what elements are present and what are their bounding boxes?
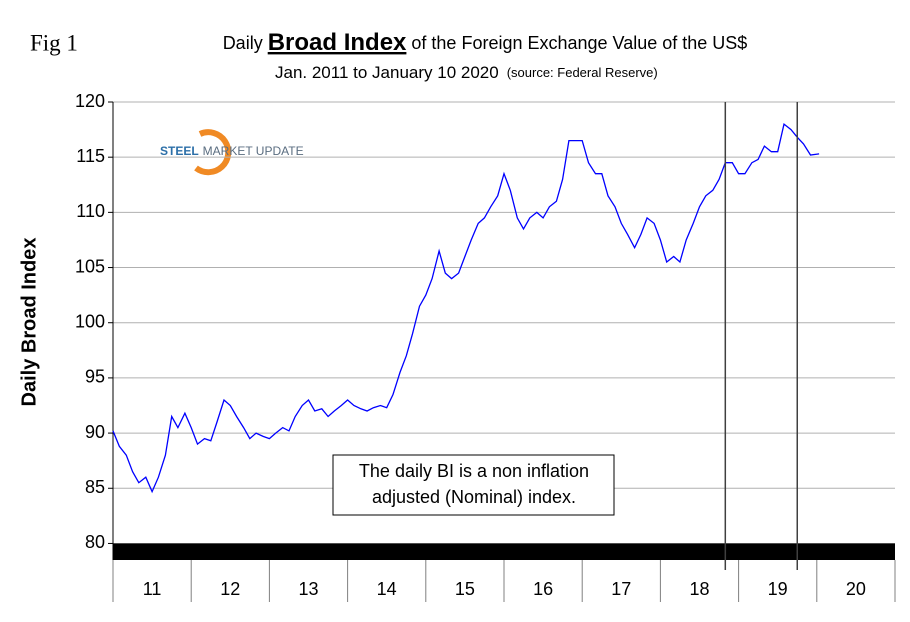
logo-word: STEEL [160,144,199,158]
y-tick-label: 85 [85,477,105,497]
x-tick-label: 16 [533,579,553,599]
logo-text: STEEL MARKET UPDATE [160,144,304,158]
logo-word: MARKET UPDATE [203,144,304,158]
logo-swoosh [194,129,232,176]
title-part: Broad Index [268,29,407,56]
y-axis-label: Daily Broad Index [18,238,40,407]
y-tick-label: 105 [75,256,105,276]
chart-subtitle: Jan. 2011 to January 10 2020 (source: Fed… [275,63,658,82]
x-tick-label: 17 [611,579,631,599]
y-tick-label: 110 [76,201,105,221]
x-tick-label: 12 [220,579,240,599]
y-tick-label: 120 [75,91,105,111]
y-tick-label: 80 [85,532,105,552]
title-part: of the Foreign Exchange Value of the US$ [406,33,747,53]
x-tick-label: 13 [298,579,318,599]
x-tick-label: 14 [377,579,397,599]
y-tick-label: 100 [75,311,105,331]
x-tick-label: 18 [689,579,709,599]
x-tick-label: 19 [768,579,788,599]
logo: STEEL MARKET UPDATE [160,129,304,176]
data-line [112,122,820,494]
y-tick-label: 115 [76,146,105,166]
axis-band [113,543,895,560]
chart-title: Daily Broad Index of the Foreign Exchang… [223,29,748,56]
y-tick-label: 90 [85,422,105,442]
subtitle: Jan. 2011 to January 10 2020 [275,63,499,82]
x-tick-label: 20 [846,579,866,599]
annotation-line: adjusted (Nominal) index. [372,487,576,507]
y-tick-label: 95 [85,367,105,387]
fig-label: Fig 1 [30,30,78,55]
x-tick-label: 11 [143,579,162,599]
annotation-box [332,454,615,516]
source: (source: Federal Reserve) [507,65,658,80]
x-tick-label: 15 [455,579,475,599]
title-part: Daily [223,33,268,53]
annotation-line: The daily BI is a non inflation [359,461,589,481]
